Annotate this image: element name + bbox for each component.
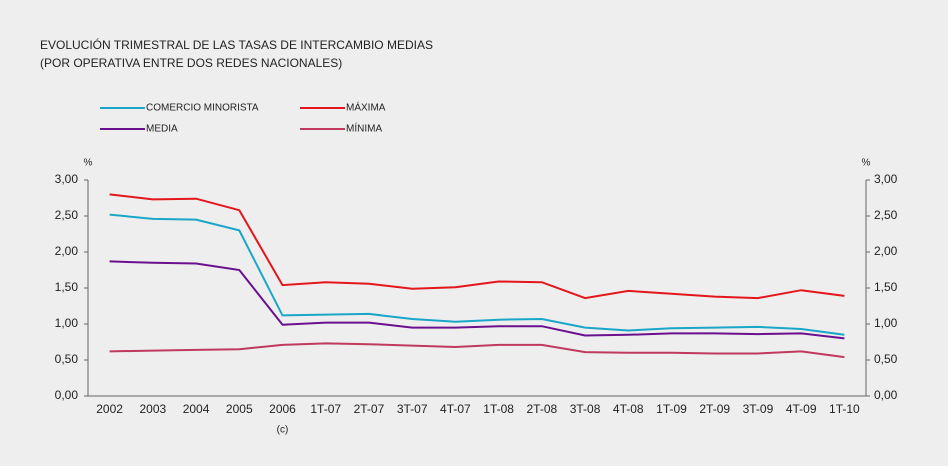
x-tick-label: 2T-08 — [526, 402, 557, 416]
y2-tick-label: 1,50 — [874, 280, 898, 294]
legend-label: MEDIA — [146, 124, 178, 135]
y-tick-label: 3,00 — [55, 172, 79, 186]
y2-tick-label: 2,50 — [874, 208, 898, 222]
y2-tick-label: 0,00 — [874, 388, 898, 402]
y-tick-label: 2,00 — [55, 244, 79, 258]
line-series — [109, 260, 845, 340]
y2-tick-label: 0,50 — [874, 352, 898, 366]
y-tick-label: 0,50 — [55, 352, 79, 366]
y-tick-label: 1,00 — [55, 316, 79, 330]
y2-axis-label: % — [862, 158, 871, 169]
x-tick-label: 3T-07 — [397, 402, 428, 416]
x-tick-label: 3T-09 — [743, 402, 774, 416]
chart-title: EVOLUCIÓN TRIMESTRAL DE LAS TASAS DE INT… — [40, 37, 433, 52]
x-tick-label: 4T-08 — [613, 402, 644, 416]
x-tick-label: 3T-08 — [570, 402, 601, 416]
line-series — [109, 342, 845, 359]
y-tick-label: 1,50 — [55, 280, 79, 294]
x-tick-label: 4T-07 — [440, 402, 471, 416]
legend-label: MÁXIMA — [346, 101, 386, 114]
x-tick-label: 2005 — [226, 402, 253, 416]
x-tick-label: 4T-09 — [786, 402, 817, 416]
x-tick-label: 1T-09 — [656, 402, 687, 416]
annotation: (c) — [277, 425, 289, 436]
x-tick-label: 2006 — [269, 402, 296, 416]
x-tick-label: 1T-08 — [483, 402, 514, 416]
legend-label: MÍNIMA — [346, 122, 382, 135]
x-tick-label: 1T-10 — [829, 402, 860, 416]
x-tick-label: 2003 — [139, 402, 166, 416]
y2-tick-label: 2,00 — [874, 244, 898, 258]
line-series — [109, 213, 845, 336]
x-tick-label: 2T-09 — [699, 402, 730, 416]
x-tick-label: 2002 — [96, 402, 123, 416]
line-series — [109, 193, 845, 300]
chart-subtitle: (POR OPERATIVA ENTRE DOS REDES NACIONALE… — [40, 56, 342, 70]
y-axis-label: % — [84, 158, 93, 169]
x-tick-label: 2004 — [183, 402, 210, 416]
x-tick-label: 1T-07 — [310, 402, 341, 416]
y2-tick-label: 3,00 — [874, 172, 898, 186]
x-tick-label: 2T-07 — [354, 402, 385, 416]
y-tick-label: 0,00 — [55, 388, 79, 402]
y2-tick-label: 1,00 — [874, 316, 898, 330]
legend-label: COMERCIO MINORISTA — [146, 103, 259, 114]
y-tick-label: 2,50 — [55, 208, 79, 222]
